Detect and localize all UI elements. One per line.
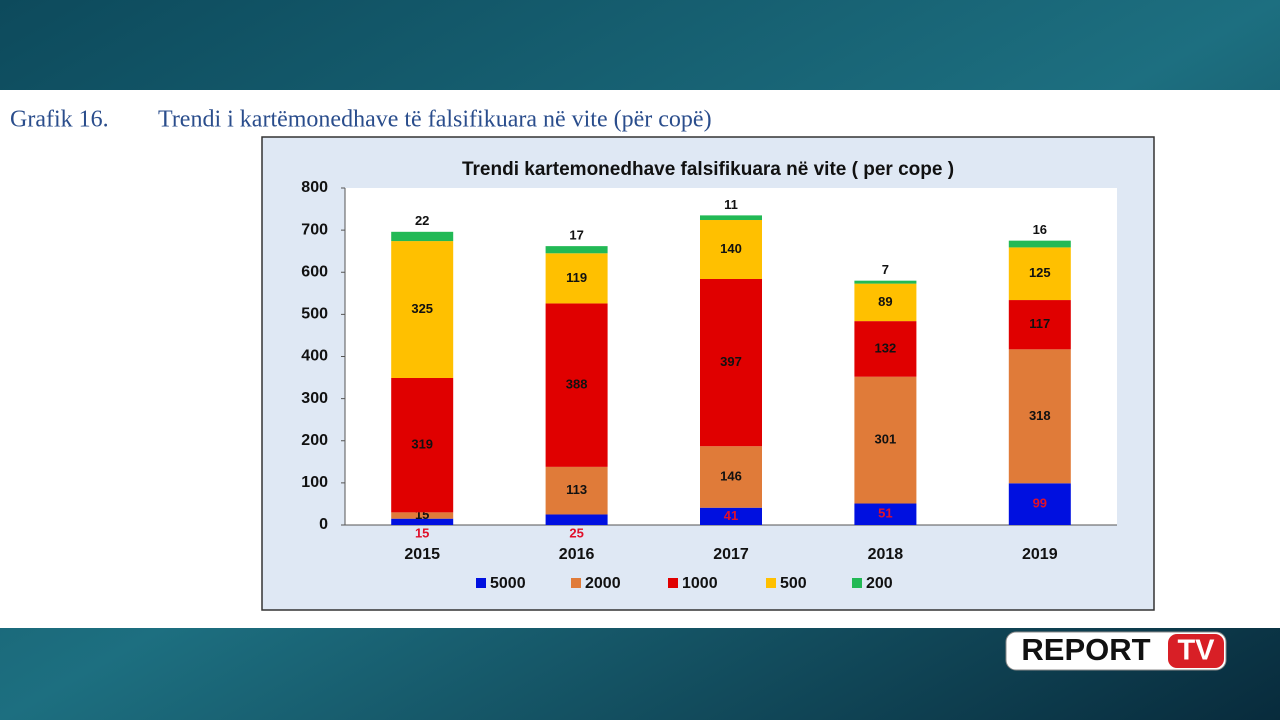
bar-segment (700, 446, 762, 508)
legend-swatch (766, 578, 776, 588)
bar-segment (391, 231, 454, 242)
bar-segment (1008, 349, 1071, 484)
data-label: 17 (569, 228, 583, 243)
data-label: 99 (1033, 496, 1047, 511)
data-label: 15 (415, 525, 429, 540)
x-tick-label: 2018 (868, 546, 904, 563)
bar-segment (1008, 247, 1071, 301)
y-tick-label: 800 (301, 179, 328, 196)
bar-segment (854, 321, 917, 377)
data-label: 22 (415, 213, 429, 228)
data-label: 301 (875, 432, 897, 447)
x-tick-label: 2017 (713, 546, 749, 563)
bar-segment (854, 376, 917, 504)
x-tick-label: 2019 (1022, 546, 1058, 563)
data-label: 89 (878, 294, 892, 309)
bar-segment (1008, 483, 1071, 525)
data-label: 318 (1029, 408, 1051, 423)
y-tick-label: 200 (301, 432, 328, 449)
bar-segment (545, 303, 608, 467)
legend-swatch (571, 578, 581, 588)
data-label: 325 (411, 301, 433, 316)
legend-swatch (852, 578, 862, 588)
y-tick-label: 500 (301, 306, 328, 323)
logo-tv-box (1168, 634, 1224, 668)
data-label: 51 (878, 506, 892, 521)
bar-segment (700, 220, 762, 279)
y-tick-label: 700 (301, 221, 328, 238)
data-label: 319 (411, 437, 433, 452)
legend-swatch (668, 578, 678, 588)
logo-suffix: TV (1177, 635, 1215, 667)
caption-label: Grafik 16. (10, 107, 109, 133)
y-tick-label: 100 (301, 474, 328, 491)
bar-segment (854, 280, 917, 284)
bar-segment (1008, 300, 1071, 350)
x-tick-label: 2015 (404, 546, 440, 563)
data-label: 11 (724, 197, 738, 212)
bar-segment (700, 278, 762, 447)
data-label: 388 (566, 377, 588, 392)
data-label: 146 (720, 468, 742, 483)
legend-label: 200 (866, 575, 893, 592)
legend-label: 500 (780, 575, 807, 592)
y-tick-label: 400 (301, 348, 328, 365)
bar-segment (854, 503, 917, 525)
data-label: 7 (882, 262, 889, 277)
data-label: 41 (724, 508, 738, 523)
y-tick-label: 600 (301, 263, 328, 280)
chart: 0100200300400500600700800201515153193252… (301, 179, 1117, 592)
bar-segment (391, 512, 454, 519)
bar-segment (545, 514, 608, 525)
data-label: 125 (1029, 265, 1051, 280)
bar-segment (391, 377, 454, 513)
data-label: 140 (720, 241, 742, 256)
data-label: 119 (566, 270, 587, 285)
legend-swatch (476, 578, 486, 588)
data-label: 132 (875, 340, 897, 355)
bar-segment (854, 283, 917, 322)
bar-segment (545, 253, 608, 304)
legend-label: 2000 (585, 575, 621, 592)
caption-text: Trendi i kartëmonedhave të falsifikuara … (158, 107, 712, 133)
legend-label: 5000 (490, 575, 526, 592)
data-label: 113 (566, 482, 587, 497)
chart-title: Trendi kartemonedhave falsifikuara në vi… (462, 159, 954, 180)
bar-segment (391, 518, 454, 525)
y-tick-label: 0 (319, 516, 328, 533)
bar-segment (545, 246, 608, 254)
bar-segment (1008, 240, 1071, 248)
bar-segment (545, 466, 608, 515)
legend-label: 1000 (682, 575, 718, 592)
data-label: 25 (569, 525, 583, 540)
y-tick-label: 300 (301, 390, 328, 407)
bar-segment (700, 507, 762, 525)
x-tick-label: 2016 (559, 546, 595, 563)
data-label: 117 (1029, 316, 1050, 331)
data-label: 16 (1033, 222, 1047, 237)
data-label: 397 (720, 354, 742, 369)
logo-brand: REPORT (1021, 632, 1150, 667)
bar-segment (700, 215, 762, 221)
bar-segment (391, 241, 454, 378)
